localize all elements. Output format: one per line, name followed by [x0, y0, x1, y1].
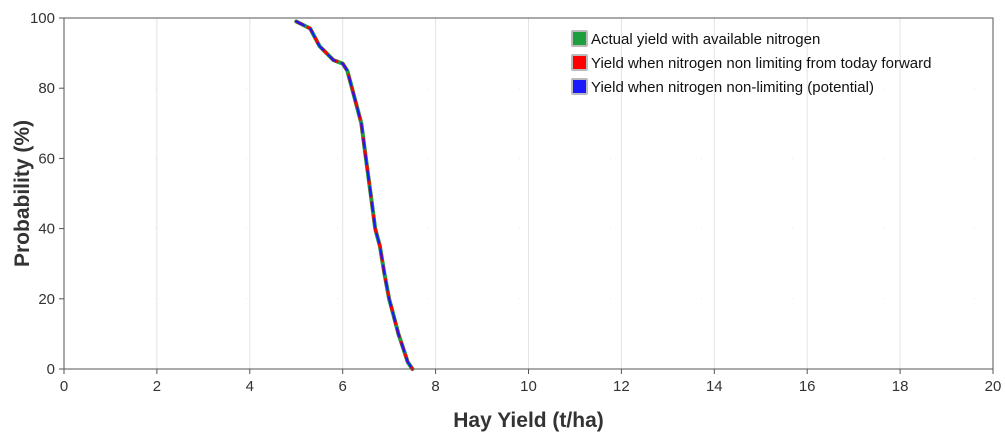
y-axis-title: Probability (%)	[11, 120, 34, 267]
y-tick-label: 0	[47, 361, 55, 378]
x-tick-label: 4	[246, 378, 254, 395]
x-axis-title: Hay Yield (t/ha)	[453, 409, 604, 432]
y-tick-label: 80	[38, 80, 55, 97]
legend-swatch	[573, 32, 586, 45]
y-axis-ticks: 0 20 40 60 80 100	[30, 10, 64, 378]
y-tick-label: 60	[38, 150, 55, 167]
x-tick-label: 14	[706, 378, 723, 395]
legend-label: Yield when nitrogen non-limiting (potent…	[591, 79, 874, 96]
x-tick-label: 20	[985, 378, 1002, 395]
y-tick-label: 40	[38, 221, 55, 238]
x-tick-label: 0	[60, 378, 68, 395]
x-tick-label: 8	[431, 378, 439, 395]
legend-label: Actual yield with available nitrogen	[591, 31, 820, 48]
legend-swatch	[573, 56, 586, 69]
series-lines	[294, 19, 415, 371]
x-tick-label: 12	[613, 378, 630, 395]
x-tick-label: 2	[153, 378, 161, 395]
x-tick-label: 16	[799, 378, 816, 395]
y-tick-label: 20	[38, 291, 55, 308]
series-line-3	[295, 20, 414, 371]
legend-swatch	[573, 80, 586, 93]
y-tick-label: 100	[30, 10, 55, 27]
x-axis-ticks: 0 2 4 6 8 10 12 14 16 18 20	[60, 369, 1002, 395]
x-tick-label: 10	[520, 378, 537, 395]
x-tick-label: 6	[339, 378, 347, 395]
legend: Actual yield with available nitrogen Yiel…	[571, 30, 931, 96]
legend-label: Yield when nitrogen non limiting from to…	[591, 55, 931, 72]
grid-lines	[64, 18, 993, 369]
x-tick-label: 18	[892, 378, 909, 395]
